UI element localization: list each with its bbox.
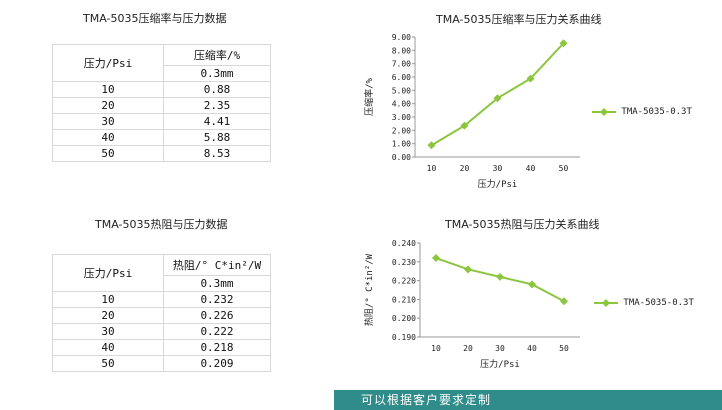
table-row: 40 5.88	[52, 129, 271, 146]
chart2-title: TMA-5035热阻与压力关系曲线	[445, 218, 600, 231]
cell-value: 0.218	[163, 339, 271, 356]
x-tick-label: 10	[427, 164, 437, 173]
x-tick-label: 40	[526, 164, 536, 173]
y-tick-label: 8.00	[392, 46, 411, 55]
x-tick-label: 20	[463, 344, 473, 353]
y-tick-label: 2.00	[392, 126, 411, 135]
x-tick-label: 40	[527, 344, 537, 353]
custom-order-banner: 可以根据客户要求定制	[334, 390, 722, 410]
data-point	[493, 94, 502, 103]
sub-header-thickness: 0.3mm	[163, 65, 271, 82]
cell-value: 0.222	[163, 323, 271, 340]
cell-value: 8.53	[163, 145, 271, 162]
y-tick-label: 6.00	[392, 73, 411, 82]
compression-table: 压力/Psi 压缩率/% 0.3mm 10 0.88 20 2.35 30 4.41 …	[52, 44, 271, 162]
data-point	[432, 254, 440, 263]
table-row: 10 0.88	[52, 81, 271, 98]
cell-value: 0.232	[163, 291, 271, 308]
data-point	[559, 39, 568, 48]
cell-pressure: 20	[52, 97, 164, 114]
legend-marker-icon	[594, 298, 618, 307]
cell-pressure: 20	[52, 307, 164, 324]
y-tick-label: 0.00	[392, 153, 411, 162]
thermal-resistance-line-chart: 0.190 0.200 0.210 0.220 0.230 0.240 10 20 30 40 50…	[363, 239, 580, 370]
table-row: 30 0.222	[52, 323, 271, 340]
cell-value: 2.35	[163, 97, 271, 114]
col-header-compression: 压缩率/%	[163, 44, 271, 66]
compression-line-chart: 0.00 1.00 2.00 3.00 4.00 5.00 6.00 7.00 8.00 9.00…	[363, 33, 580, 190]
data-point	[427, 141, 436, 150]
table-row: 10 0.232	[52, 291, 271, 308]
y-tick-label: 0.190	[392, 333, 416, 342]
x-axis-label: 压力/Psi	[478, 178, 518, 190]
y-tick-label: 7.00	[392, 60, 411, 69]
table2-title: TMA-5035热阻与压力数据	[95, 218, 228, 231]
chart1-title: TMA-5035压缩率与压力关系曲线	[436, 13, 602, 26]
cell-pressure: 30	[52, 113, 164, 130]
col-header-thermal-resistance: 热阻/° C*in²/W	[163, 254, 271, 276]
x-axis-label: 压力/Psi	[480, 358, 520, 370]
thermal-resistance-table: 压力/Psi 热阻/° C*in²/W 0.3mm 10 0.232 20 0.22…	[52, 254, 271, 372]
col-header-pressure: 压力/Psi	[52, 254, 164, 292]
cell-value: 5.88	[163, 129, 271, 146]
cell-pressure: 50	[52, 145, 164, 162]
data-point	[460, 121, 469, 130]
data-point	[528, 280, 536, 289]
data-point	[560, 297, 568, 306]
y-tick-label: 0.200	[392, 314, 416, 323]
table-row: 40 0.218	[52, 339, 271, 356]
data-point	[464, 265, 472, 274]
chart1-legend: TMA-5035-0.3T	[592, 107, 692, 117]
cell-pressure: 50	[52, 355, 164, 372]
table-row: 20 0.226	[52, 307, 271, 324]
cell-value: 0.88	[163, 81, 271, 98]
data-point	[496, 272, 504, 281]
cell-pressure: 10	[52, 81, 164, 98]
data-point	[526, 74, 535, 83]
x-tick-label: 50	[559, 164, 569, 173]
y-tick-label: 1.00	[392, 140, 411, 149]
cell-pressure: 30	[52, 323, 164, 340]
x-tick-label: 30	[495, 344, 505, 353]
cell-pressure: 40	[52, 129, 164, 146]
cell-pressure: 10	[52, 291, 164, 308]
col-header-pressure: 压力/Psi	[52, 44, 164, 82]
table1-title: TMA-5035压缩率与压力数据	[83, 12, 227, 25]
x-tick-label: 10	[431, 344, 441, 353]
table-row: 30 4.41	[52, 113, 271, 130]
y-axis-label: 热阻/° C*in²/W	[363, 253, 375, 326]
x-tick-label: 50	[559, 344, 569, 353]
table-row: 50 8.53	[52, 145, 271, 162]
y-axis-label: 压缩率/%	[363, 78, 375, 116]
x-tick-label: 30	[493, 164, 503, 173]
cell-value: 4.41	[163, 113, 271, 130]
chart2-legend: TMA-5035-0.3T	[594, 298, 694, 308]
y-tick-label: 0.220	[392, 277, 416, 286]
y-tick-label: 0.210	[392, 295, 416, 304]
legend-label: TMA-5035-0.3T	[623, 298, 694, 308]
y-tick-label: 0.230	[392, 258, 416, 267]
sub-header-thickness: 0.3mm	[163, 275, 271, 292]
table-row: 50 0.209	[52, 355, 271, 372]
x-tick-label: 20	[460, 164, 470, 173]
y-tick-label: 3.00	[392, 113, 411, 122]
cell-value: 0.226	[163, 307, 271, 324]
cell-value: 0.209	[163, 355, 271, 372]
y-tick-label: 9.00	[392, 33, 411, 42]
y-tick-label: 5.00	[392, 86, 411, 95]
y-tick-label: 0.240	[392, 239, 416, 248]
cell-pressure: 40	[52, 339, 164, 356]
legend-marker-icon	[592, 107, 616, 116]
y-tick-label: 4.00	[392, 100, 411, 109]
legend-label: TMA-5035-0.3T	[621, 107, 692, 117]
table-row: 20 2.35	[52, 97, 271, 114]
